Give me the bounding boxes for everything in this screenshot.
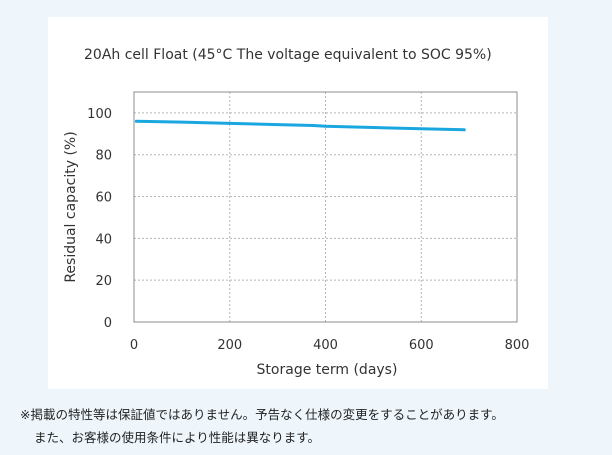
x-tick-label: 400	[313, 338, 338, 353]
x-tick-label: 0	[130, 338, 138, 353]
chart-card	[48, 17, 548, 389]
chart-title: 20Ah cell Float (45°C The voltage equiva…	[84, 47, 492, 63]
y-tick-labels: 0 20 40 60 80 100	[87, 107, 112, 331]
y-tick-label: 40	[95, 232, 112, 247]
y-axis-label: Residual capacity (%)	[63, 131, 79, 282]
x-tick-label: 200	[217, 338, 242, 353]
y-tick-label: 20	[95, 274, 112, 289]
plot-frame	[133, 91, 518, 323]
x-tick-label: 800	[505, 338, 530, 353]
y-tick-label: 60	[95, 191, 112, 206]
line-chart: 0 20 40 60 80 100 0 200 400 600 800 Residual capa…	[63, 91, 530, 378]
x-tick-label: 600	[409, 338, 434, 353]
y-tick-label: 100	[87, 107, 112, 122]
y-tick-label: 0	[104, 316, 112, 331]
x-axis-label: Storage term (days)	[257, 362, 398, 378]
x-tick-labels: 0 200 400 600 800	[130, 338, 530, 353]
disclaimer-line-1: ※掲載の特性等は保証値ではありません。予告なく仕様の変更をすることがあります。	[20, 407, 504, 422]
y-tick-label: 80	[95, 149, 112, 164]
series-group	[134, 119, 466, 132]
disclaimer-note: ※掲載の特性等は保証値ではありません。予告なく仕様の変更をすることがあります。 …	[20, 403, 605, 449]
series-line	[134, 119, 466, 132]
disclaimer-line-2: また、お客様の使用条件により性能は異なります。	[34, 430, 321, 445]
